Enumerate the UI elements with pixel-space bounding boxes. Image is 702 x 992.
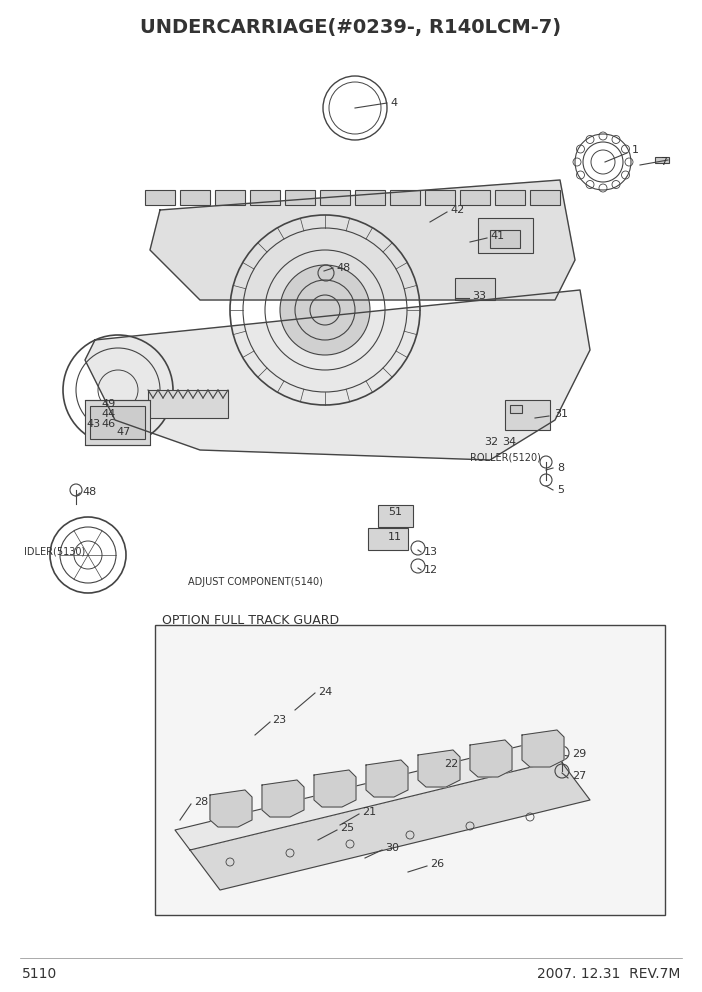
Bar bbox=[510, 405, 522, 413]
Bar bbox=[368, 528, 408, 550]
Text: 46: 46 bbox=[101, 419, 115, 429]
Text: 8: 8 bbox=[557, 463, 564, 473]
Bar bbox=[530, 190, 560, 205]
Bar bbox=[148, 390, 228, 418]
Polygon shape bbox=[470, 740, 512, 777]
Bar bbox=[85, 400, 150, 445]
Polygon shape bbox=[190, 760, 590, 890]
Bar bbox=[250, 190, 280, 205]
Text: 2007. 12.31  REV.7M: 2007. 12.31 REV.7M bbox=[536, 967, 680, 981]
Circle shape bbox=[280, 265, 370, 355]
Text: 43: 43 bbox=[86, 419, 100, 429]
Bar bbox=[505, 400, 550, 430]
Text: OPTION FULL TRACK GUARD: OPTION FULL TRACK GUARD bbox=[162, 613, 339, 627]
Text: 33: 33 bbox=[472, 291, 486, 301]
Text: 7: 7 bbox=[660, 157, 667, 167]
Text: ROLLER(5120): ROLLER(5120) bbox=[470, 453, 541, 463]
Text: 51: 51 bbox=[388, 507, 402, 517]
Text: 23: 23 bbox=[272, 715, 286, 725]
Bar bbox=[320, 190, 350, 205]
Bar bbox=[455, 278, 495, 300]
Text: 41: 41 bbox=[490, 231, 504, 241]
Text: 1: 1 bbox=[632, 145, 639, 155]
Text: 28: 28 bbox=[194, 797, 208, 807]
Polygon shape bbox=[175, 740, 560, 850]
Text: 26: 26 bbox=[430, 859, 444, 869]
Bar bbox=[655, 157, 669, 163]
Polygon shape bbox=[522, 730, 564, 767]
Polygon shape bbox=[366, 760, 408, 797]
Polygon shape bbox=[314, 770, 356, 807]
Text: 22: 22 bbox=[444, 759, 458, 769]
Text: 31: 31 bbox=[554, 409, 568, 419]
Bar bbox=[460, 190, 490, 205]
Text: 49: 49 bbox=[101, 399, 115, 409]
Bar bbox=[425, 190, 455, 205]
Text: 24: 24 bbox=[318, 687, 332, 697]
Text: ADJUST COMPONENT(5140): ADJUST COMPONENT(5140) bbox=[188, 577, 323, 587]
Bar bbox=[90, 406, 145, 439]
Text: 4: 4 bbox=[390, 98, 397, 108]
Bar bbox=[215, 190, 245, 205]
Text: 32: 32 bbox=[484, 437, 498, 447]
Text: 48: 48 bbox=[336, 263, 350, 273]
Text: 44: 44 bbox=[101, 409, 115, 419]
Text: 5110: 5110 bbox=[22, 967, 58, 981]
Text: 47: 47 bbox=[116, 427, 131, 437]
Text: 27: 27 bbox=[572, 771, 586, 781]
Bar bbox=[180, 190, 210, 205]
Bar bbox=[355, 190, 385, 205]
Text: IDLER(5130): IDLER(5130) bbox=[24, 547, 85, 557]
Text: 13: 13 bbox=[424, 547, 438, 557]
Polygon shape bbox=[262, 780, 304, 817]
Polygon shape bbox=[418, 750, 460, 787]
Text: 11: 11 bbox=[388, 532, 402, 542]
Text: 30: 30 bbox=[385, 843, 399, 853]
Bar bbox=[155, 625, 665, 915]
Bar bbox=[285, 190, 315, 205]
Bar bbox=[478, 218, 533, 253]
Text: 5: 5 bbox=[557, 485, 564, 495]
Bar bbox=[378, 505, 413, 527]
Text: 29: 29 bbox=[572, 749, 586, 759]
Bar bbox=[390, 190, 420, 205]
Text: 12: 12 bbox=[424, 565, 438, 575]
Text: 34: 34 bbox=[502, 437, 516, 447]
Polygon shape bbox=[150, 180, 575, 300]
Text: UNDERCARRIAGE(#0239-, R140LCM-7): UNDERCARRIAGE(#0239-, R140LCM-7) bbox=[140, 18, 562, 37]
Text: 48: 48 bbox=[82, 487, 96, 497]
Text: 25: 25 bbox=[340, 823, 354, 833]
Bar bbox=[145, 190, 175, 205]
Bar bbox=[495, 190, 525, 205]
Text: 42: 42 bbox=[450, 205, 464, 215]
Text: 21: 21 bbox=[362, 807, 376, 817]
Bar bbox=[490, 230, 520, 248]
Polygon shape bbox=[85, 290, 590, 460]
Polygon shape bbox=[210, 790, 252, 827]
